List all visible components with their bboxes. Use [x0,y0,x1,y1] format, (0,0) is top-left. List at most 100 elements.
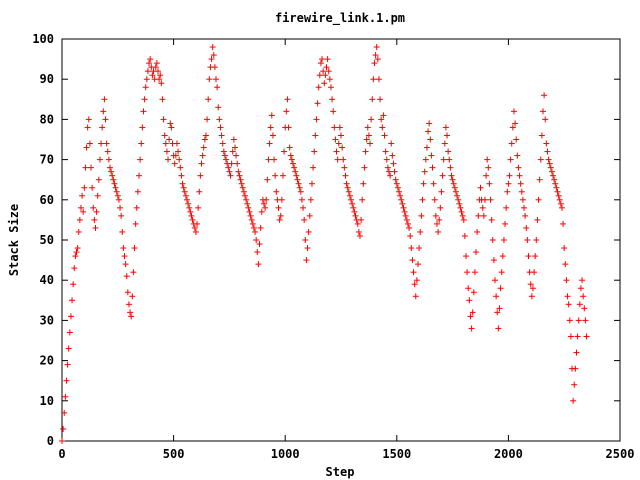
data-point [323,64,330,71]
data-point [542,116,549,123]
data-point [258,208,265,215]
data-point [298,196,305,203]
data-point [396,188,403,195]
data-point [477,184,484,191]
data-point [488,216,495,223]
data-point [167,120,174,127]
data-point [535,196,542,203]
data-point [72,253,79,260]
data-point [373,44,380,51]
data-point [470,289,477,296]
data-point [528,293,535,300]
data-point [564,293,571,300]
data-point [254,249,261,256]
data-point [462,253,469,260]
data-point [502,220,509,227]
data-point [142,84,149,91]
data-point [115,196,122,203]
data-point [202,132,209,139]
data-point [260,200,267,207]
data-point [408,245,415,252]
data-point [547,164,554,171]
data-point [541,92,548,99]
data-point [325,68,332,75]
data-point [111,180,118,187]
data-point [114,192,121,199]
data-point [74,245,81,252]
data-point [506,172,513,179]
data-point [428,152,435,159]
data-point [81,184,88,191]
data-point [333,148,340,155]
data-point [317,60,324,67]
data-point [242,192,249,199]
data-point [187,208,194,215]
data-point [84,124,91,131]
data-point [444,132,451,139]
data-point [284,96,291,103]
data-point [292,168,299,175]
data-point [457,204,464,211]
data-point [194,220,201,227]
data-point [369,96,376,103]
data-point [82,164,89,171]
data-point [223,156,230,163]
data-point [158,80,165,87]
data-point [574,333,581,340]
data-point [255,261,262,268]
data-point [437,204,444,211]
x-tick-label: 500 [163,447,185,461]
data-point [314,100,321,107]
data-point [313,116,320,123]
data-point [220,148,227,155]
data-point [356,232,363,239]
data-point [495,325,502,332]
data-point [206,76,213,83]
x-tick-label: 2500 [606,447,635,461]
data-point [438,188,445,195]
data-point [517,180,524,187]
data-point [420,180,427,187]
data-point [461,232,468,239]
y-ticks-group: 0 10 20 30 40 50 60 70 80 90 100 [32,32,620,448]
data-point [531,269,538,276]
data-point [481,196,488,203]
data-point [377,96,384,103]
data-point [351,208,358,215]
data-point [509,124,516,131]
data-point [243,196,250,203]
data-point [581,305,588,312]
data-point [393,180,400,187]
data-point [226,168,233,175]
data-point [442,124,449,131]
data-point [332,136,339,143]
data-point [496,305,503,312]
data-point [521,204,528,211]
data-point [88,164,95,171]
data-point [178,172,185,179]
chart-title: firewire_link.1.pm [275,11,405,26]
data-point [239,184,246,191]
data-point [269,132,276,139]
data-point [154,68,161,75]
data-point [388,140,395,147]
data-point [538,132,545,139]
data-point [567,333,574,340]
data-point [346,192,353,199]
data-point [76,216,83,223]
data-point [66,329,73,336]
data-point [229,148,236,155]
data-point [392,176,399,183]
data-point [499,253,506,260]
data-point [160,116,167,123]
data-point [163,148,170,155]
data-point [140,108,147,115]
data-point [473,249,480,256]
data-point [557,200,564,207]
data-point [230,136,237,143]
data-point [422,156,429,163]
data-point [326,76,333,83]
data-point [94,192,101,199]
data-point [406,224,413,231]
